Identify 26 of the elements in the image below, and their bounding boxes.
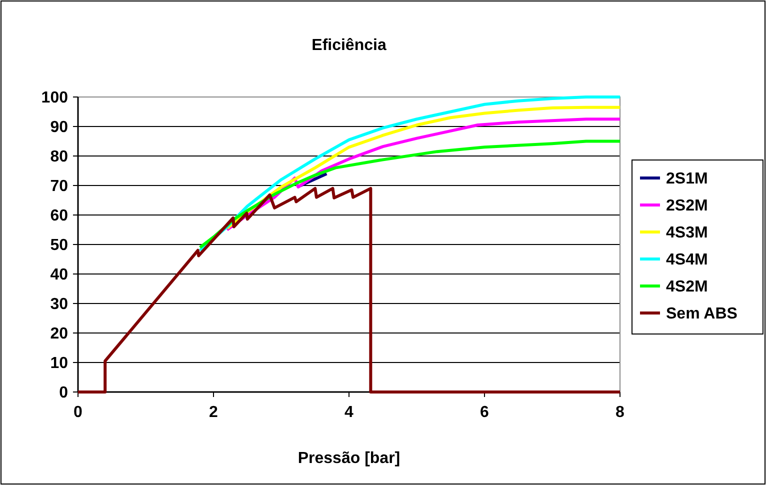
- legend-label: 4S4M: [666, 252, 708, 269]
- line-series: [198, 96, 622, 252]
- y-tick-label: 80: [50, 148, 68, 166]
- y-tick-label: 90: [50, 119, 68, 136]
- y-tick-label: 70: [50, 178, 68, 196]
- legend-label: 4S2M: [666, 278, 708, 296]
- line-series: [198, 140, 622, 249]
- x-tick-label: 2: [209, 404, 218, 421]
- legend-label: Sem ABS: [666, 306, 738, 323]
- x-tick-label: 8: [616, 404, 625, 421]
- x-axis-title: Pressão [bar]: [298, 450, 400, 467]
- legend-label: 2S2M: [666, 198, 708, 215]
- y-tick-label: 50: [50, 237, 68, 254]
- x-tick-label: 6: [480, 404, 490, 421]
- x-tick-label: 4: [344, 404, 354, 421]
- y-tick-label: 30: [50, 296, 68, 314]
- y-tick-label: 20: [50, 326, 68, 343]
- y-tick-label: 10: [50, 355, 68, 372]
- y-tick-label: 40: [50, 266, 68, 284]
- x-tick-label: 0: [74, 404, 83, 421]
- y-tick-label: 0: [59, 384, 68, 402]
- legend-label: 4S3M: [666, 224, 708, 242]
- y-tick-label: 100: [41, 90, 68, 107]
- y-tick-label: 60: [50, 208, 68, 225]
- legend-label: 2S1M: [666, 170, 708, 188]
- chart-title: Eficiência: [312, 37, 386, 54]
